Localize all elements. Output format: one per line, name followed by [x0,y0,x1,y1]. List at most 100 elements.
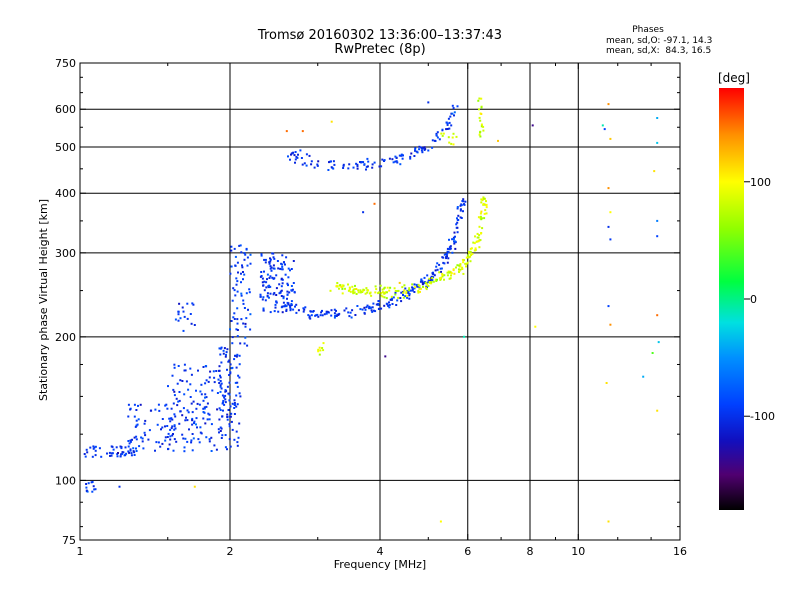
echo-point [236,329,239,331]
echo-point [228,381,231,384]
echo-point [221,394,224,397]
echo-point [279,290,282,293]
echo-point [161,426,164,429]
echo-point [483,212,486,215]
echo-point [284,263,286,266]
echo-point [195,389,197,392]
echo-point [299,149,302,152]
echo-point [154,408,157,411]
echo-point [175,397,178,400]
echo-point [233,247,236,250]
echo-point [453,242,456,245]
echo-point [479,135,482,138]
echo-point [399,297,402,299]
echo-point [186,419,189,422]
echo-point [173,390,176,393]
echo-point [425,288,428,291]
echo-point [651,352,654,354]
echo-point [270,266,273,269]
echo-point [425,282,428,285]
echo-point [466,254,469,257]
echo-point [236,385,239,388]
echo-point [243,258,246,261]
echo-point [446,255,448,258]
echo-point [438,271,441,274]
echo-point [479,131,481,134]
echo-point [440,276,443,279]
echo-point [609,238,612,241]
echo-point [448,238,450,241]
echo-point [231,366,234,369]
echo-point [370,309,373,312]
echo-point [380,294,383,297]
echo-point [213,381,216,384]
echo-point [237,436,240,439]
echo-point [183,315,186,318]
echo-point [330,160,332,163]
echo-point [388,289,391,292]
echo-point [375,303,378,306]
echo-point [222,399,225,402]
echo-point [427,281,430,284]
echo-point [391,298,393,301]
y-tick-label: 750 [55,57,76,70]
echo-point [367,289,370,292]
echo-point [218,407,221,410]
echo-point [236,307,239,310]
echo-point [246,256,249,259]
echo-point [127,403,130,406]
echo-point [432,280,435,283]
echo-point [407,292,410,295]
echo-point [414,147,417,150]
echo-point [360,291,362,294]
echo-point [290,289,293,292]
echo-point [221,434,224,437]
echo-point [260,254,263,257]
echo-point [199,390,202,393]
echo-point [365,287,368,290]
echo-point [111,452,114,455]
echo-point [229,415,232,418]
echo-point [473,242,476,245]
echo-point [93,488,96,491]
echo-point [440,270,442,273]
echo-point [183,446,186,449]
echo-point [240,294,243,297]
echo-point [224,446,227,449]
echo-point [169,438,172,441]
echo-point [229,328,231,331]
echo-point [234,255,237,258]
echo-point [442,261,445,264]
echo-point [191,423,194,426]
echo-point [205,379,208,382]
echo-point [443,253,446,256]
echo-point [446,250,449,253]
echo-point [94,454,97,457]
echo-point [264,261,267,264]
echo-point [607,305,610,308]
echo-point [144,434,147,437]
echo-point [410,152,413,155]
echo-point [380,165,383,168]
echo-point [94,449,97,452]
echo-point [172,402,175,405]
echo-point [603,128,606,131]
echo-point [451,251,454,254]
echo-point [427,285,430,287]
echo-point [451,238,454,241]
echo-point [355,162,358,165]
echo-point [259,295,262,298]
echo-point [316,313,319,316]
echo-point [417,284,420,287]
echo-point [209,370,212,373]
echo-point [212,370,215,373]
echo-point [186,302,189,305]
echo-point [173,363,176,366]
echo-point [485,206,488,209]
echo-point [190,439,193,442]
echo-point [265,281,268,284]
echo-point [111,445,114,448]
echo-point [322,349,325,352]
echo-point [436,262,439,265]
echo-point [220,437,223,439]
